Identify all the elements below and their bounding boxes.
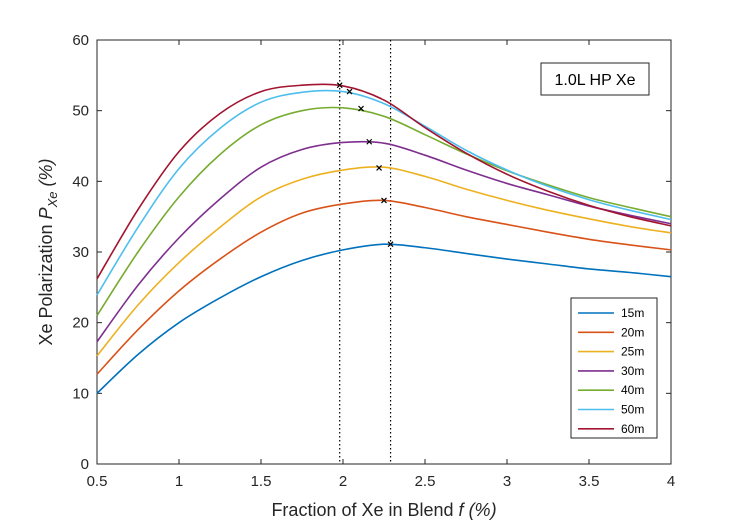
series-line-15m [96,243,672,394]
x-tick-label: 2 [339,473,347,490]
series-line-25m [96,166,672,357]
peak-marker-stroke [336,82,343,89]
x-axis-label: Fraction of Xe in Blend f (%) [271,500,496,520]
y-tick-label: 0 [81,456,89,473]
y-tick-label: 40 [72,173,89,190]
y-tick-label: 30 [72,244,89,261]
peak-marker-stroke [366,138,373,145]
legend-label: 15m [621,306,644,320]
legend-label: 25m [621,345,644,359]
legend-item-40m: 40m [578,383,644,397]
peak-marker-20m [381,197,387,204]
y-axis-label-unit: (%) [36,159,56,192]
series-line-30m [96,140,672,343]
legend-item-20m: 20m [578,325,644,339]
y-tick-label: 50 [72,103,89,120]
x-tick-label: 3.5 [579,473,600,490]
annotation-frame [540,62,650,96]
legend-label: 20m [621,325,644,339]
peak-marker-stroke [381,197,387,204]
peak-marker-30m [366,138,373,145]
peak-marker-15m [387,241,394,248]
legend-item-60m: 60m [578,422,644,436]
series-line-60m [96,83,672,280]
x-tick-label: 2.5 [415,473,436,490]
legend: 15m 20m 25m 30m 40m 50m 60m [570,297,658,439]
series-line-50m [96,89,672,296]
legend-item-25m: 25m [578,345,644,359]
legend-item-50m: 50m [578,403,644,417]
annotation-text: 1.0L HP Xe [555,72,636,89]
x-tick-label: 1.5 [251,473,272,490]
reference-lines [339,40,392,464]
x-axis-label-var: f [459,500,466,520]
x-axis-label-main: Fraction of Xe in Blend [271,500,458,520]
peak-marker-50m [346,88,353,95]
annotation-box: 1.0L HP Xe [540,62,650,96]
legend-label: 40m [621,383,644,397]
peak-marker-stroke [346,88,353,95]
x-tick-label: 0.5 [87,473,108,490]
peak-marker-stroke [387,241,394,248]
y-tick-label: 60 [72,32,89,49]
x-axis-label-unit: (%) [464,500,497,520]
legend-item-15m: 15m [578,306,644,320]
legend-label: 30m [621,364,644,378]
y-axis-label-var: P [36,207,56,219]
x-tick-label: 4 [667,473,675,490]
y-axis-label-main: Xe Polarization [36,219,56,345]
axis-ticks [96,39,672,465]
y-axis-label: Xe Polarization PXe (%) [36,159,60,346]
peak-marker-25m [376,164,383,171]
legend-item-30m: 30m [578,364,644,378]
y-axis-label-sub: Xe [45,192,60,209]
series-line-40m [96,106,672,317]
y-tick-label: 10 [72,385,89,402]
y-tick-label: 20 [72,315,89,332]
x-tick-label: 1 [175,473,183,490]
peak-marker-40m [358,105,364,112]
legend-frame [570,297,658,439]
legend-label: 60m [621,422,644,436]
x-tick-label: 3 [503,473,511,490]
peak-marker-60m [336,82,343,89]
peak-marker-stroke [376,164,383,171]
legend-label: 50m [621,403,644,417]
peak-markers [336,82,394,248]
peak-marker-stroke [358,105,364,112]
